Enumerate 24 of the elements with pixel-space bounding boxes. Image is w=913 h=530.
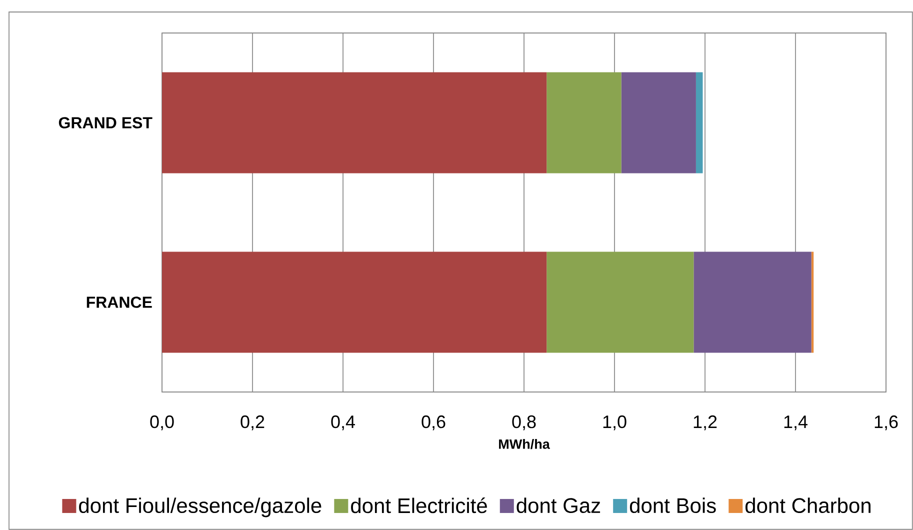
x-tick-label: 0,8 xyxy=(512,415,536,430)
y-tick-label: FRANCE xyxy=(86,296,152,308)
legend-label: dont Charbon xyxy=(746,498,870,514)
legend-label: dont Bois xyxy=(630,498,716,514)
legend-label: dont Gaz xyxy=(516,498,600,514)
x-axis-title: MWh/ha xyxy=(499,439,550,450)
x-tick-label: 0,2 xyxy=(240,415,264,430)
bar xyxy=(162,72,547,174)
x-tick-label: 1,6 xyxy=(874,415,898,430)
legend-label: dont Fioul/essence/gazole xyxy=(79,498,322,518)
bar xyxy=(621,72,696,174)
x-tick-label: 1,2 xyxy=(694,415,717,430)
legend-label: dont Electricité xyxy=(351,497,487,514)
bar xyxy=(694,252,812,353)
bar xyxy=(546,72,622,174)
bar xyxy=(546,252,694,353)
x-tick-label: 1,4 xyxy=(784,416,808,430)
x-tick-label: 0,4 xyxy=(331,415,355,430)
bar xyxy=(696,72,703,174)
x-tick-label: 0,6 xyxy=(422,415,446,430)
x-tick-label: 0,0 xyxy=(150,415,174,430)
y-tick-label: GRAND EST xyxy=(58,117,152,128)
bar xyxy=(162,252,547,353)
x-tick-label: 1,0 xyxy=(603,415,626,430)
